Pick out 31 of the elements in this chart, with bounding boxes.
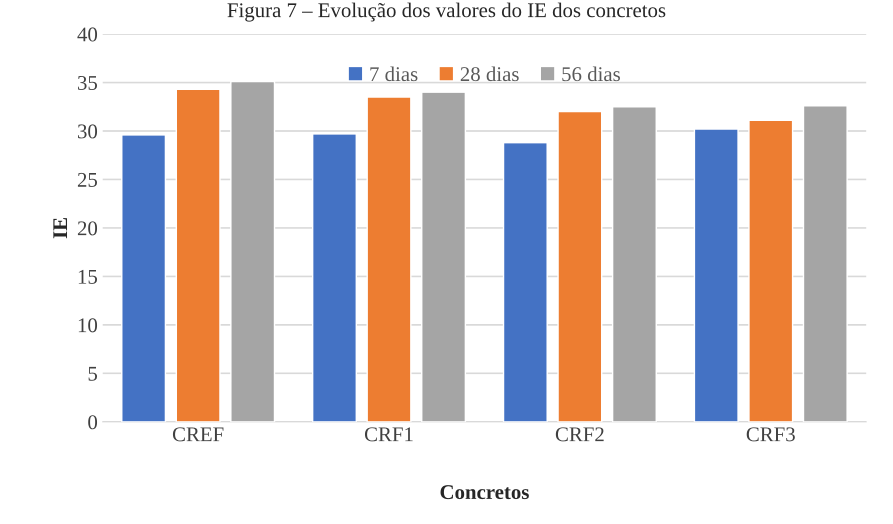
bar [612,106,657,422]
y-tick-label: 0 [88,415,98,430]
bar [366,96,412,422]
y-tick-label: 15 [78,270,98,284]
y-tick-label: 35 [78,76,98,90]
y-tick-label: 5 [88,366,98,381]
y-tick-label: 40 [77,27,98,42]
y-tick-label: 30 [78,124,98,138]
x-axis-title: Concretos [440,485,529,500]
bar [557,110,602,422]
y-tick-label: 10 [78,318,98,332]
bar [421,92,466,422]
bar [176,88,221,422]
x-tick-label: CREF [172,427,224,442]
bar [748,120,794,422]
x-tick-label: CRF1 [364,427,413,442]
y-axis-title: IE [53,218,68,238]
bar [121,134,166,422]
y-tick-label: 20 [78,221,98,236]
y-tick-label: 25 [78,172,98,187]
bar [230,80,276,422]
bar [694,128,739,422]
legend-label: 56 dias [562,66,620,82]
x-tick-label: CRF2 [556,427,604,442]
bar [312,133,357,422]
bar [802,105,848,422]
chart-title: Figura 7 – Evolução dos valores do IE dos concretos [228,2,666,22]
legend-label: 7 dias [370,66,418,82]
bar [502,142,548,422]
legend-label: 28 dias [460,66,519,82]
x-tick-label: CRF3 [746,427,795,442]
